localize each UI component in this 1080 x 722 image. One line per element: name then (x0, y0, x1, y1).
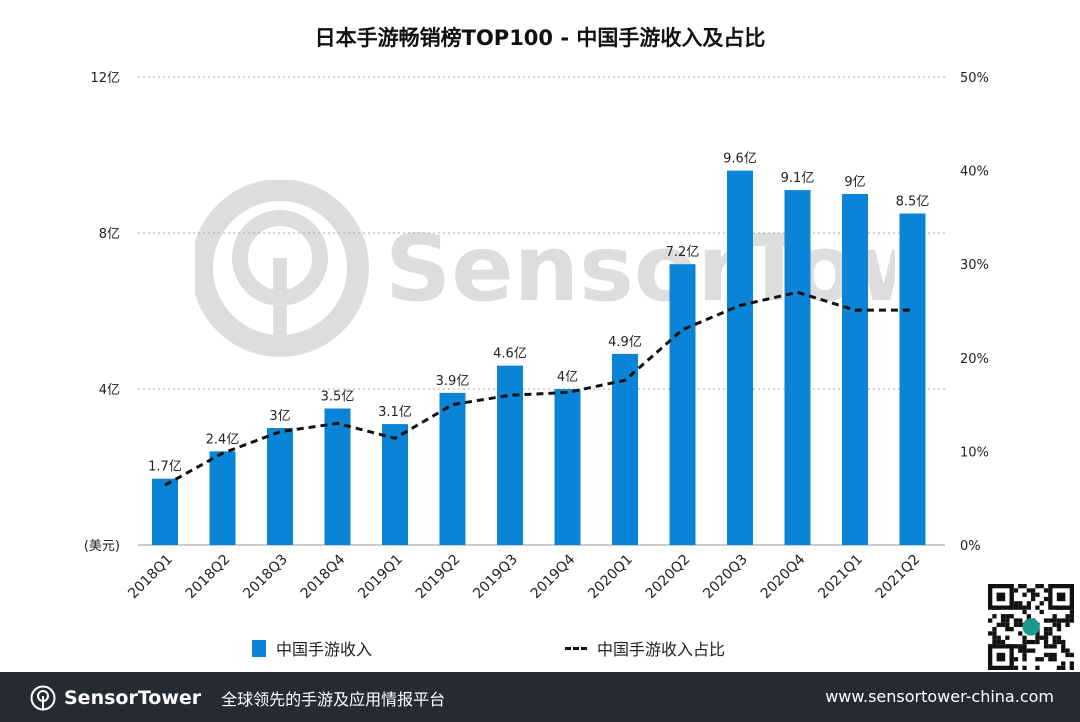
data-label: 4.9亿 (608, 335, 642, 350)
x-tick-label: 2019Q2 (413, 552, 464, 603)
x-tick-label: 2019Q4 (528, 551, 579, 602)
left-tick-label: 4亿 (99, 383, 120, 398)
footer-bar: SensorTower 全球领先的手游及应用情报平台 www.sensortow… (0, 672, 1080, 722)
left-tick-label: 12亿 (90, 71, 120, 86)
right-tick-label: 0% (960, 539, 981, 554)
left-tick-label: (美元) (84, 539, 120, 554)
data-label: 3.9亿 (436, 374, 470, 389)
x-tick-label: 2018Q3 (240, 552, 291, 603)
x-tick-label: 2020Q2 (643, 552, 694, 603)
bar (497, 365, 523, 545)
right-tick-label: 30% (960, 258, 989, 273)
x-tick-label: 2021Q2 (873, 552, 924, 603)
bar-line-chart: (美元) 4亿 8亿 12亿 0% 10% 20% 30% 40% 50% 1.7亿 2018Q1 2.… (84, 71, 989, 603)
data-label: 8.5亿 (896, 195, 930, 210)
legend-item-share: 中国手游收入占比 (565, 636, 725, 660)
bar (727, 170, 753, 545)
data-label: 9.1亿 (781, 171, 815, 186)
bar (439, 392, 466, 545)
legend-swatch-line (565, 646, 587, 650)
right-tick-label: 10% (960, 445, 989, 460)
sensortower-logo-icon (30, 685, 56, 711)
right-tick-label: 50% (960, 71, 989, 86)
data-label: 9亿 (844, 175, 865, 190)
x-tick-label: 2018Q4 (298, 551, 349, 602)
bar (612, 353, 638, 545)
data-label: 3亿 (269, 409, 290, 424)
bar (267, 428, 293, 545)
bar (382, 424, 408, 545)
bar (209, 451, 236, 545)
data-label: 1.7亿 (148, 460, 182, 475)
x-tick-label: 2019Q3 (470, 552, 521, 603)
x-tick-label: 2021Q1 (815, 552, 866, 603)
x-tick-label: 2019Q1 (355, 552, 406, 603)
data-label: 4.6亿 (493, 347, 527, 362)
chart-title: 日本手游畅销榜TOP100 - 中国手游收入及占比 (314, 26, 766, 50)
data-label: 3.5亿 (321, 390, 355, 405)
bar (842, 194, 868, 545)
legend-label: 中国手游收入 (276, 640, 373, 659)
data-label: 7.2亿 (666, 245, 700, 260)
left-tick-label: 8亿 (99, 227, 120, 242)
qr-code-icon (988, 584, 1074, 670)
data-label: 9.6亿 (723, 152, 757, 167)
data-label: 3.1亿 (378, 405, 412, 420)
data-label: 2.4亿 (206, 432, 240, 447)
bar (554, 389, 581, 545)
share-line (164, 290, 913, 487)
x-tick-label: 2020Q3 (700, 552, 751, 603)
x-tick-label: 2018Q2 (183, 552, 234, 603)
x-tick-label: 2020Q4 (758, 551, 809, 602)
bar (669, 264, 696, 545)
footer-url[interactable]: www.sensortower-china.com (825, 687, 1054, 706)
bar (784, 190, 811, 545)
right-tick-label: 40% (960, 165, 989, 180)
footer-brand: SensorTower (64, 687, 202, 709)
footer-slogan: 全球领先的手游及应用情报平台 (221, 690, 446, 709)
right-tick-label: 20% (960, 352, 989, 367)
x-tick-label: 2018Q1 (125, 552, 176, 603)
legend-item-revenue: 中国手游收入 (252, 636, 372, 660)
legend-swatch-bar (252, 639, 266, 657)
bar (152, 478, 178, 545)
data-label: 4亿 (557, 370, 578, 385)
legend-label: 中国手游收入占比 (597, 640, 726, 659)
bar (324, 408, 351, 545)
x-tick-label: 2020Q1 (585, 552, 636, 603)
bar (899, 213, 926, 545)
